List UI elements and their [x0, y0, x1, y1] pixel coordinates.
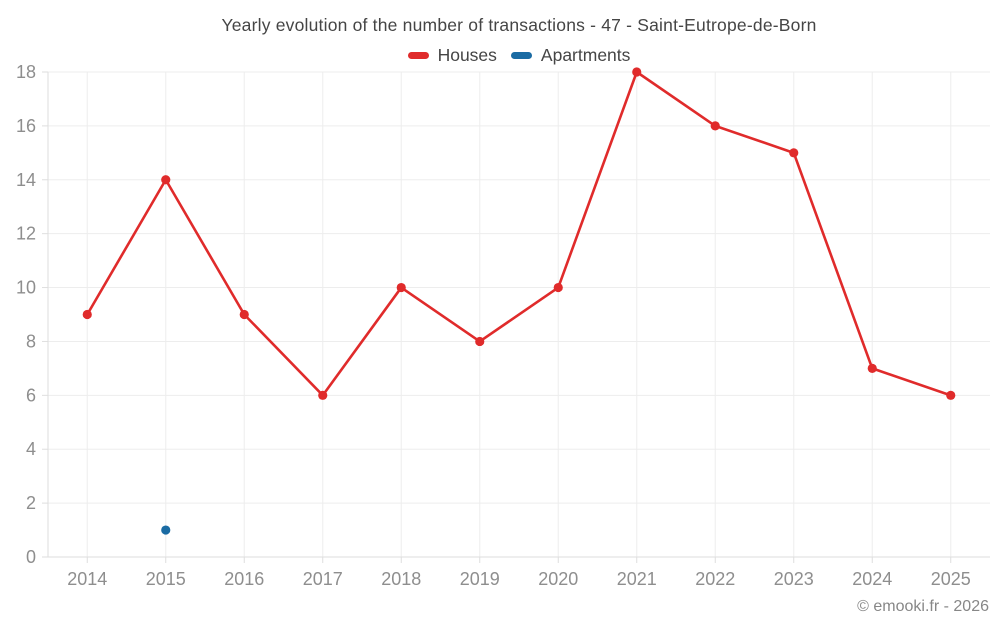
houses-point — [710, 121, 720, 131]
x-axis-label: 2018 — [381, 569, 421, 589]
y-axis-label: 14 — [16, 170, 36, 190]
apartments-point — [161, 525, 171, 535]
y-axis-label: 6 — [26, 385, 36, 405]
x-axis-label: 2017 — [303, 569, 343, 589]
houses-legend-swatch-icon — [407, 52, 429, 59]
x-axis-label: 2015 — [146, 569, 186, 589]
houses-point — [239, 309, 249, 320]
x-axis-label: 2016 — [224, 569, 264, 589]
houses-point — [789, 148, 799, 158]
y-axis-label: 4 — [26, 439, 36, 459]
houses-point — [475, 336, 485, 347]
x-axis-label: 2021 — [617, 569, 657, 589]
legend-item-houses[interactable]: Houses — [407, 45, 497, 66]
y-axis-label: 12 — [16, 224, 36, 244]
x-axis-label: 2019 — [460, 569, 500, 589]
y-axis-label: 0 — [26, 547, 36, 567]
legend-item-apartments[interactable]: Apartments — [510, 45, 631, 66]
houses-point — [946, 390, 956, 400]
houses-point — [82, 309, 92, 320]
y-axis-label: 8 — [26, 331, 36, 351]
x-axis-label: 2022 — [695, 569, 735, 589]
x-axis-label: 2020 — [538, 569, 578, 589]
chart-header: Yearly evolution of the number of transa… — [48, 14, 990, 66]
x-axis-label: 2024 — [852, 569, 892, 589]
houses-point — [553, 282, 563, 293]
y-axis-label: 2 — [26, 493, 36, 513]
legend-label-apartments: Apartments — [540, 45, 631, 65]
y-axis-label: 10 — [16, 278, 36, 298]
houses-point — [318, 390, 328, 400]
chart-title: Yearly evolution of the number of transa… — [221, 15, 817, 35]
x-axis-label: 2023 — [774, 569, 814, 589]
x-axis-label: 2025 — [931, 569, 971, 589]
x-axis-label: 2014 — [67, 569, 107, 589]
houses-line — [85, 70, 953, 397]
houses-point — [867, 363, 877, 373]
legend-label-houses: Houses — [437, 45, 497, 65]
legend: Houses Apartments — [48, 45, 990, 66]
houses-point — [396, 282, 406, 293]
houses-point — [161, 175, 171, 185]
watermark: © emooki.fr - 2026 — [857, 598, 989, 615]
y-axis-label: 16 — [16, 116, 36, 136]
y-axis-label: 18 — [16, 62, 36, 82]
apartments-legend-swatch-icon — [510, 52, 532, 59]
houses-point — [632, 67, 642, 77]
